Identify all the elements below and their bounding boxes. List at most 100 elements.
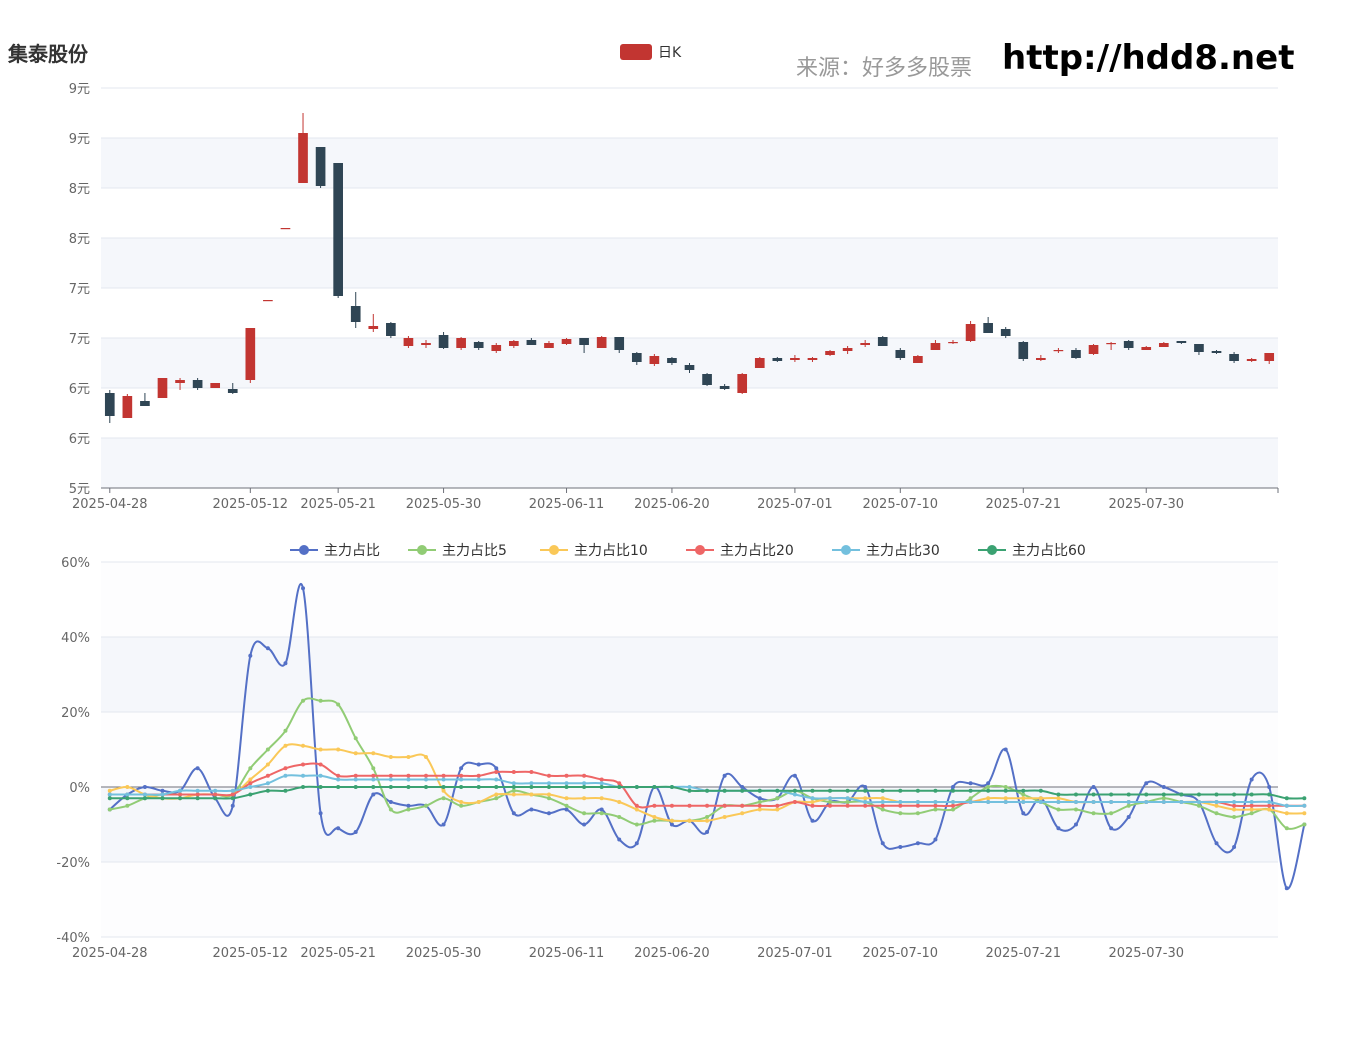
candle-body [649, 356, 660, 364]
kline-x-tick-label: 2025-07-01 [757, 497, 833, 512]
ratio-point [845, 800, 850, 804]
candle-body [1106, 343, 1116, 345]
ratio-point [1073, 807, 1078, 812]
candle-body [1036, 358, 1046, 360]
ratio-point [301, 773, 306, 778]
ratio-point [1021, 788, 1026, 793]
ratio-point [810, 800, 815, 804]
candle-body [1264, 353, 1275, 361]
ratio-point [476, 785, 481, 789]
ratio-point [863, 796, 868, 801]
ratio-point [441, 777, 446, 782]
ratio-point [230, 796, 235, 801]
candle-body [1211, 351, 1222, 353]
ratio-point [933, 803, 938, 808]
ratio-point [669, 785, 674, 789]
ratio-point [582, 785, 587, 789]
ratio-point [1214, 800, 1219, 804]
candle-body [983, 323, 993, 333]
ratio-point [511, 788, 516, 793]
ratio-point [283, 661, 288, 666]
kline-y-tick-label: 5元 [69, 482, 90, 497]
ratio-point [687, 788, 692, 793]
ratio-point [898, 811, 903, 816]
ratio-point [1126, 803, 1131, 808]
candle-body [1246, 359, 1257, 361]
ratio-point [634, 803, 639, 808]
ratio-point [810, 818, 815, 823]
ratio-point [1003, 796, 1008, 801]
candle-body [508, 341, 519, 346]
ratio-point [388, 773, 393, 778]
ratio-point [160, 796, 165, 801]
ratio-legend-label: 主力占比5 [442, 543, 507, 559]
ratio-point [722, 773, 727, 778]
kline-x-tick-label: 2025-05-21 [300, 497, 376, 512]
ratio-point [898, 788, 903, 793]
ratio-point [1267, 800, 1272, 804]
kline-y-tick-label: 9元 [69, 132, 90, 147]
candle-body [930, 343, 941, 350]
ratio-point [1003, 800, 1008, 804]
ratio-point [388, 800, 393, 804]
ratio-point [1161, 796, 1166, 801]
ratio-point [652, 818, 657, 823]
ratio-point [494, 770, 499, 774]
ratio-point [933, 800, 938, 804]
ratio-point [336, 773, 341, 778]
ratio-point [388, 785, 393, 789]
ratio-point [283, 728, 288, 733]
ratio-point [511, 811, 516, 816]
ratio-point [1302, 811, 1307, 816]
ratio-point [1196, 800, 1201, 804]
ratio-point [582, 773, 587, 778]
ratio-point [828, 796, 833, 801]
ratio-point [634, 785, 639, 789]
candle-body [315, 147, 326, 186]
candle-body [421, 343, 431, 345]
ratio-point [775, 807, 780, 812]
ratio-point [230, 792, 235, 797]
ratio-point [863, 785, 868, 789]
ratio-point [599, 811, 604, 816]
candle-body [403, 338, 414, 346]
ratio-point [705, 803, 710, 808]
ratio-point [441, 822, 446, 827]
ratio-point [441, 788, 446, 793]
candle-body [1123, 341, 1134, 348]
ratio-point [1091, 785, 1096, 789]
ratio-point [1267, 807, 1272, 812]
ratio-point [301, 698, 306, 703]
site-url[interactable]: http://hdd8.net [1002, 38, 1295, 78]
candle-body [1194, 344, 1204, 352]
kline-x-tick-label: 2025-05-30 [406, 497, 482, 512]
ratio-point [863, 788, 868, 793]
ratio-point [142, 792, 147, 797]
ratio-point [915, 841, 920, 846]
ratio-point [160, 792, 165, 797]
ratio-point [178, 792, 183, 797]
ratio-x-tick-label: 2025-04-28 [72, 946, 148, 961]
ratio-point [1267, 792, 1272, 797]
ratio-x-tick-label: 2025-06-11 [529, 946, 605, 961]
candle-body [1018, 342, 1029, 359]
ratio-point [951, 788, 956, 793]
ratio-point [1284, 886, 1289, 891]
ratio-point [301, 785, 306, 789]
ratio-point [1249, 777, 1254, 782]
ratio-point [441, 785, 446, 789]
ratio-point [529, 792, 534, 797]
ratio-point [1126, 815, 1131, 819]
ratio-y-tick-label: -40% [56, 931, 90, 946]
ratio-point [933, 807, 938, 812]
ratio-point [582, 796, 587, 801]
kline-y-tick-label: 6元 [69, 432, 90, 447]
ratio-point [775, 788, 780, 793]
ratio-point [1302, 803, 1307, 808]
ratio-point [757, 800, 762, 804]
ratio-x-tick-label: 2025-05-30 [406, 946, 482, 961]
ratio-point [705, 830, 710, 834]
ratio-point [915, 803, 920, 808]
ratio-y-tick-label: 40% [61, 631, 90, 646]
ratio-point [1214, 792, 1219, 797]
